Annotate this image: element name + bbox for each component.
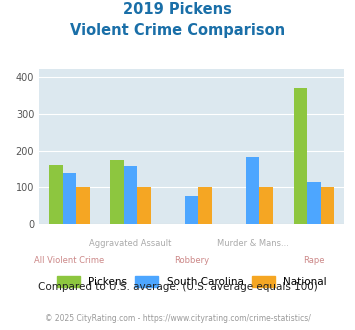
Text: Violent Crime Comparison: Violent Crime Comparison xyxy=(70,23,285,38)
Text: Robbery: Robbery xyxy=(174,256,209,265)
Text: 2019 Pickens: 2019 Pickens xyxy=(123,2,232,16)
Bar xyxy=(321,187,334,224)
Bar xyxy=(49,165,63,224)
Text: Murder & Mans...: Murder & Mans... xyxy=(217,239,289,248)
Text: Aggravated Assault: Aggravated Assault xyxy=(89,239,172,248)
Bar xyxy=(76,187,90,224)
Bar xyxy=(294,88,307,224)
Bar xyxy=(137,187,151,224)
Text: Compared to U.S. average. (U.S. average equals 100): Compared to U.S. average. (U.S. average … xyxy=(38,282,317,292)
Bar xyxy=(260,187,273,224)
Bar xyxy=(124,166,137,224)
Bar xyxy=(63,174,76,224)
Text: © 2025 CityRating.com - https://www.cityrating.com/crime-statistics/: © 2025 CityRating.com - https://www.city… xyxy=(45,314,310,323)
Legend: Pickens, South Carolina, National: Pickens, South Carolina, National xyxy=(57,276,327,287)
Bar xyxy=(185,196,198,224)
Bar xyxy=(246,157,260,224)
Bar xyxy=(198,187,212,224)
Text: All Violent Crime: All Violent Crime xyxy=(34,256,105,265)
Text: Rape: Rape xyxy=(303,256,324,265)
Bar xyxy=(110,160,124,224)
Bar xyxy=(307,182,321,224)
